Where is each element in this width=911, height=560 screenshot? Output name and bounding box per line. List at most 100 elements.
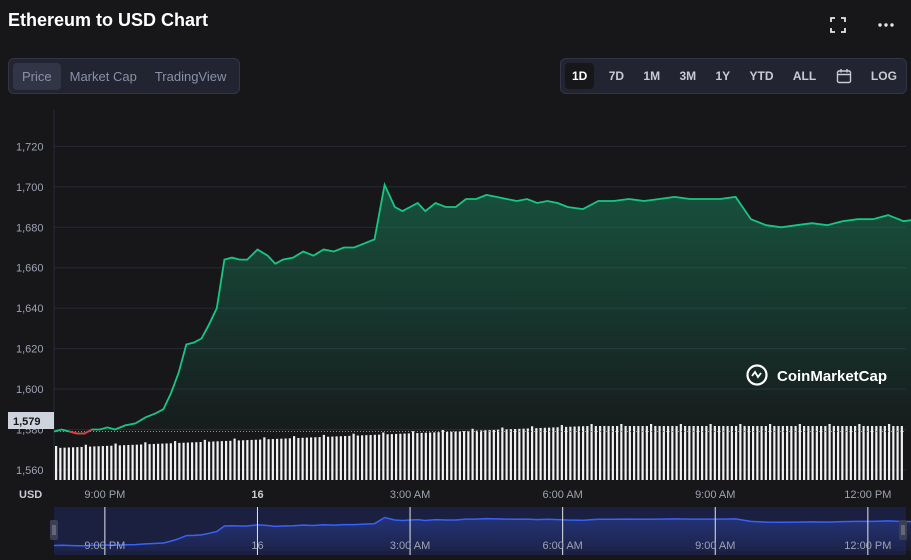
volume-bar xyxy=(794,426,797,480)
volume-bar xyxy=(709,424,712,480)
range-1y[interactable]: 1Y xyxy=(715,69,731,83)
volume-bar xyxy=(373,434,376,480)
volume-bar xyxy=(509,429,512,480)
volume-bar xyxy=(752,426,755,480)
volume-bar xyxy=(161,443,164,480)
volume-bar xyxy=(67,447,70,480)
volume-bar xyxy=(467,430,470,480)
volume-bars xyxy=(55,424,903,480)
volume-bar xyxy=(480,430,483,480)
volume-bar xyxy=(675,426,678,480)
navigator-left-handle[interactable] xyxy=(50,520,58,540)
volume-bar xyxy=(216,441,219,480)
volume-bar xyxy=(229,440,232,480)
range-ytd[interactable]: YTD xyxy=(749,69,774,83)
volume-bar xyxy=(777,426,780,480)
volume-bar xyxy=(790,426,793,480)
volume-bar xyxy=(310,437,313,480)
volume-bar xyxy=(220,441,223,480)
volume-bar xyxy=(837,426,840,480)
more-dots-icon[interactable] xyxy=(875,14,897,36)
volume-bar xyxy=(195,442,198,480)
volume-bar xyxy=(671,426,674,480)
range-7d[interactable]: 7D xyxy=(608,69,625,83)
volume-bar xyxy=(586,426,589,480)
volume-bar xyxy=(225,440,228,480)
tab-price[interactable]: Price xyxy=(13,62,61,90)
volume-bar xyxy=(93,446,96,480)
volume-bar xyxy=(72,447,75,480)
range-1d[interactable]: 1D xyxy=(565,63,595,89)
watermark-text: CoinMarketCap xyxy=(777,368,887,385)
volume-bar xyxy=(106,445,109,480)
volume-bar xyxy=(713,426,716,480)
volume-bar xyxy=(140,444,143,480)
volume-bar xyxy=(390,434,393,480)
volume-bar xyxy=(650,424,653,480)
volume-bar xyxy=(446,431,449,480)
volume-bar xyxy=(522,428,525,480)
volume-bar xyxy=(497,429,500,480)
volume-bar xyxy=(548,427,551,480)
volume-bar xyxy=(845,426,848,480)
volume-bar xyxy=(259,439,262,480)
range-3m[interactable]: 3M xyxy=(679,69,697,83)
volume-bar xyxy=(667,426,670,480)
volume-bar xyxy=(854,426,857,480)
chart-title: Ethereum to USD Chart xyxy=(8,10,209,30)
volume-bar xyxy=(293,436,296,480)
volume-bar xyxy=(803,426,806,480)
tab-tradingview[interactable]: TradingView xyxy=(154,68,227,84)
range-tabs: 1D 7D 1M 3M 1Y YTD ALL LOG xyxy=(560,58,907,94)
navigator-right-handle[interactable] xyxy=(899,520,907,540)
volume-bar xyxy=(701,426,704,480)
volume-bar xyxy=(63,447,66,480)
volume-bar xyxy=(454,431,457,480)
volume-bar xyxy=(361,435,364,480)
range-1m[interactable]: 1M xyxy=(643,69,661,83)
volume-bar xyxy=(165,443,168,480)
volume-bar xyxy=(339,436,342,480)
volume-bar xyxy=(420,432,423,480)
volume-bar xyxy=(386,434,389,480)
volume-bar xyxy=(318,437,321,480)
volume-bar xyxy=(441,429,444,480)
volume-bar xyxy=(658,426,661,480)
volume-bar xyxy=(518,428,521,480)
log-toggle[interactable]: LOG xyxy=(870,69,897,83)
volume-bar xyxy=(199,442,202,480)
range-all[interactable]: ALL xyxy=(792,69,817,83)
volume-bar xyxy=(858,424,861,480)
currency-label: USD xyxy=(19,489,42,501)
volume-bar xyxy=(135,444,138,480)
volume-bar xyxy=(492,429,495,480)
volume-bar xyxy=(764,426,767,480)
volume-bar xyxy=(505,429,508,480)
volume-bar xyxy=(760,426,763,480)
fullscreen-icon[interactable] xyxy=(827,14,849,36)
volume-bar xyxy=(815,426,818,480)
calendar-icon[interactable] xyxy=(831,64,857,88)
tab-market-cap[interactable]: Market Cap xyxy=(69,68,137,84)
volume-bar xyxy=(424,432,427,480)
volume-bar xyxy=(267,439,270,480)
volume-bar xyxy=(883,426,886,480)
volume-bar xyxy=(888,424,891,480)
volume-bar xyxy=(539,427,542,480)
volume-bar xyxy=(900,426,903,480)
volume-bar xyxy=(692,426,695,480)
volume-bar xyxy=(254,439,257,480)
volume-bar xyxy=(437,432,440,480)
volume-bar xyxy=(569,426,572,480)
volume-bar xyxy=(862,426,865,480)
x-tick-label: 6:00 AM xyxy=(542,489,582,501)
volume-bar xyxy=(879,426,882,480)
volume-bar xyxy=(378,434,381,480)
y-tick-label: 1,560 xyxy=(16,465,44,477)
y-tick-label: 1,660 xyxy=(16,263,44,275)
volume-bar xyxy=(475,430,478,480)
volume-bar xyxy=(684,426,687,480)
volume-bar xyxy=(169,443,172,480)
